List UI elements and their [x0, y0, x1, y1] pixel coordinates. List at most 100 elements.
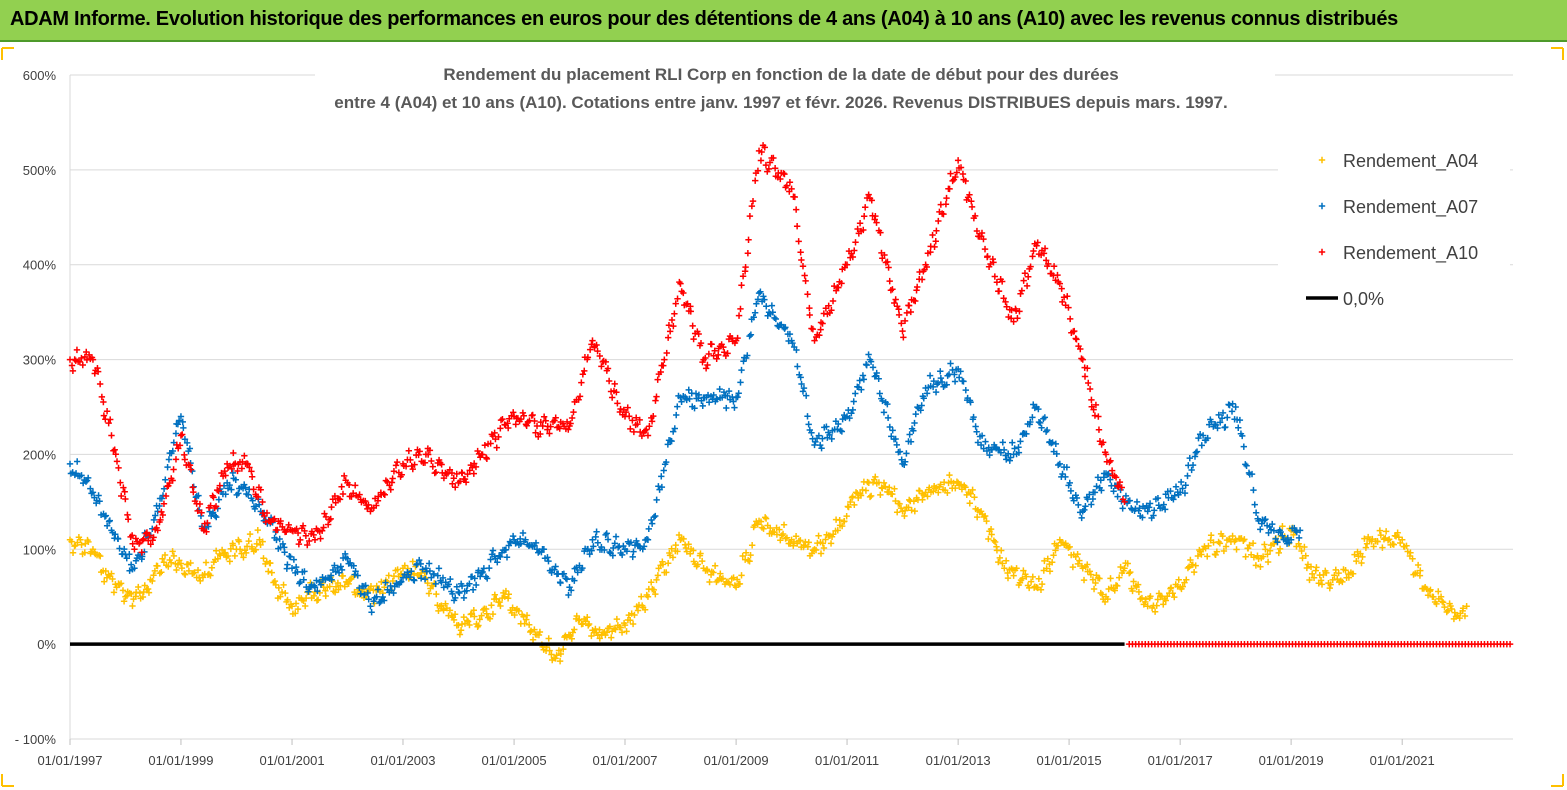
- scatter-mark: [819, 435, 826, 442]
- scatter-mark: [978, 432, 986, 439]
- scatter-mark: [960, 378, 967, 385]
- scatter-mark: [606, 548, 613, 556]
- scatter-mark: [1394, 529, 1401, 536]
- scatter-mark: [746, 558, 753, 565]
- scatter-mark: [228, 486, 235, 493]
- scatter-mark: [522, 536, 529, 543]
- scatter-mark: [151, 567, 159, 575]
- scatter-mark: [296, 578, 304, 586]
- scatter-mark: [1127, 568, 1134, 576]
- scatter-mark: [612, 626, 619, 633]
- scatter-mark: [1205, 542, 1212, 550]
- scatter-mark: [683, 548, 691, 555]
- scatter-mark: [398, 578, 405, 585]
- scatter-mark: [102, 512, 110, 519]
- scatter-mark: [918, 402, 925, 409]
- scatter-mark: [971, 494, 978, 501]
- scatter-mark: [1207, 532, 1215, 539]
- scatter-mark: [588, 547, 595, 554]
- scatter-mark: [519, 529, 527, 537]
- scatter-mark: [886, 423, 894, 431]
- data-point: [242, 484, 249, 491]
- scatter-mark: [962, 484, 969, 491]
- scatter-mark: [720, 388, 728, 396]
- scatter-mark: [232, 476, 239, 483]
- scatter-mark: [460, 594, 468, 602]
- scatter-mark: [812, 438, 819, 446]
- scatter-mark: [898, 456, 905, 463]
- scatter-mark: [313, 597, 321, 604]
- scatter-mark: [220, 550, 228, 557]
- scatter-mark: [1054, 542, 1062, 549]
- data-point: [834, 527, 841, 534]
- scatter-mark: [492, 555, 499, 562]
- scatter-mark: [698, 397, 705, 404]
- scatter-mark: [453, 583, 461, 590]
- scatter-mark: [235, 538, 243, 545]
- scatter-mark: [357, 590, 364, 597]
- scatter-mark: [470, 607, 478, 614]
- scatter-mark: [1229, 532, 1236, 540]
- scatter-mark: [1437, 593, 1445, 600]
- scatter-mark: [1004, 574, 1012, 582]
- scatter-mark: [739, 552, 746, 560]
- scatter-mark: [596, 635, 603, 642]
- scatter-mark: [630, 548, 637, 555]
- scatter-mark: [1194, 552, 1202, 560]
- scatter-mark: [851, 501, 858, 509]
- scatter-mark: [782, 324, 789, 331]
- scatter-mark: [723, 404, 730, 412]
- scatter-mark: [672, 541, 679, 549]
- scatter-mark: [78, 472, 85, 479]
- scatter-mark: [1035, 405, 1042, 413]
- scatter-mark: [249, 497, 256, 504]
- scatter-mark: [489, 610, 497, 618]
- scatter-mark: [1027, 578, 1035, 585]
- scatter-mark: [664, 441, 672, 448]
- scatter-mark: [120, 598, 128, 605]
- scatter-mark: [891, 485, 898, 492]
- scatter-mark: [704, 391, 712, 399]
- scatter-mark: [1104, 595, 1111, 603]
- y-tick-label: - 100%: [15, 732, 57, 747]
- scatter-mark: [793, 346, 800, 354]
- scatter-mark: [472, 581, 480, 589]
- scatter-mark: [246, 530, 254, 538]
- scatter-mark: [565, 591, 572, 599]
- scatter-mark: [573, 612, 580, 620]
- scatter-mark: [763, 303, 770, 310]
- scatter-mark: [808, 550, 816, 557]
- scatter-mark: [450, 616, 458, 624]
- scatter-mark: [456, 631, 464, 638]
- scatter-mark: [1424, 592, 1432, 599]
- scatter-mark: [1003, 456, 1010, 463]
- scatter-mark: [1110, 488, 1117, 495]
- scatter-mark: [650, 586, 658, 594]
- scatter-mark: [686, 550, 694, 557]
- scatter-mark: [485, 564, 493, 572]
- scatter-mark: [1307, 563, 1315, 570]
- scatter-mark: [245, 537, 252, 545]
- scatter-mark: [332, 568, 340, 575]
- scatter-mark: [1318, 581, 1326, 588]
- scatter-mark: [284, 561, 291, 568]
- scatter-mark: [145, 589, 153, 596]
- scatter-mark: [857, 492, 865, 499]
- scatter-mark: [892, 435, 899, 443]
- scatter-mark: [911, 507, 919, 515]
- scatter-mark: [172, 430, 180, 437]
- scatter-mark: [856, 377, 863, 384]
- scatter-mark: [917, 407, 924, 414]
- scatter-mark: [798, 380, 805, 388]
- scatter-mark: [790, 538, 798, 546]
- scatter-mark: [310, 592, 318, 600]
- scatter-mark: [744, 352, 751, 359]
- scatter-mark: [195, 492, 202, 499]
- scatter-mark: [546, 647, 553, 654]
- scatter-mark: [973, 513, 981, 521]
- scatter-mark: [647, 579, 655, 586]
- scatter-mark: [985, 535, 992, 543]
- scatter-mark: [1444, 607, 1452, 614]
- scatter-mark: [1357, 550, 1364, 557]
- scatter-mark: [1086, 491, 1093, 498]
